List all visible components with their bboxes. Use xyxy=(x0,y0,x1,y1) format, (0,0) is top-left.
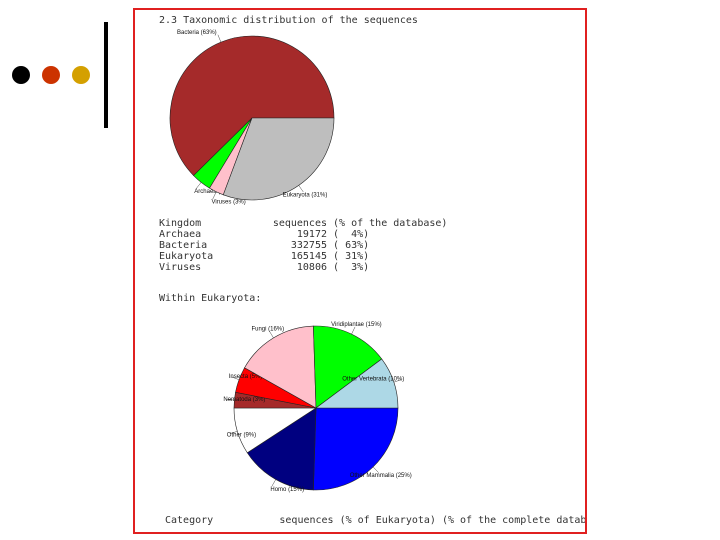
table-cell: 19172 xyxy=(296,229,327,240)
pie-slice xyxy=(222,117,335,201)
pie-slice xyxy=(169,35,335,176)
table-row: Eukaryota 165145 ( 31%) xyxy=(159,251,413,262)
pie-leader-line xyxy=(226,399,235,401)
pie-leader-line xyxy=(229,431,238,434)
pie-label: Other Mammalia (25%) xyxy=(350,473,412,479)
table-cell: ( 3%) xyxy=(333,262,370,273)
pie-leader-line xyxy=(372,466,379,473)
pie-slice xyxy=(313,325,383,409)
table-cell: Archaea xyxy=(159,229,202,240)
table-cell: 10806 xyxy=(296,262,327,273)
section-title: 2.3 Taxonomic distribution of the sequen… xyxy=(159,15,418,26)
bullet-dot-red xyxy=(42,66,60,84)
table-header: Kingdom sequences (% of the database) xyxy=(159,218,448,229)
table-cell: ( 63%) xyxy=(333,240,370,251)
table-header-cell: (% of the database) xyxy=(333,218,448,229)
pie-leader-line xyxy=(231,376,240,380)
pie-label: Other (9%) xyxy=(227,433,256,439)
pie-label: Viridiplantae (15%) xyxy=(331,322,382,328)
pie-leader-line xyxy=(196,182,202,189)
table-row: Archaea 19172 ( 4%) xyxy=(159,229,413,240)
table-cell: Bacteria xyxy=(159,240,208,251)
table-cell: 332755 xyxy=(290,240,327,251)
table-cell: Eukaryota xyxy=(159,251,214,262)
pie-label: Insecta (5%) xyxy=(229,374,263,380)
pie-slice xyxy=(246,407,317,491)
table-cell: ( 4%) xyxy=(333,229,370,240)
pie-label: Bacteria (63%) xyxy=(177,30,217,36)
pie-slice xyxy=(315,358,399,409)
table-header-cell: Kingdom xyxy=(159,218,202,229)
pie-label: Homo (15%) xyxy=(270,487,304,493)
pie-leader-line xyxy=(271,479,276,487)
pie-leader-line xyxy=(298,185,304,193)
table-header-cell: sequences xyxy=(272,218,327,229)
table-row: Bacteria 332755 ( 63%) xyxy=(159,240,413,251)
pie-leader-line xyxy=(217,34,222,43)
pie-label: Nematoda (3%) xyxy=(223,397,265,403)
pie-label: Viruses (3%) xyxy=(212,200,246,206)
bullet-dot-black xyxy=(12,66,30,84)
table-cell: 165145 xyxy=(290,251,327,262)
kingdom-table: Kingdom sequences (% of the database) Arc… xyxy=(159,218,448,273)
category-footer: Category sequences (% of Eukaryota) (% o… xyxy=(165,515,587,526)
pie-leader-line xyxy=(269,330,274,339)
pie-leader-line xyxy=(393,379,402,383)
pie-label: Archaea (4%) xyxy=(194,189,231,195)
table-cell: Viruses xyxy=(159,262,202,273)
pie-charts-svg: Bacteria (63%) Archaea (4%) Viruses (3%) Eu… xyxy=(169,30,412,493)
pie-chart-2: Other Mammalia (25%) Homo (15%) Other (9%)… xyxy=(223,322,411,493)
pie-label: Other Vertebrata (10%) xyxy=(342,377,404,383)
within-eukaryota-title: Within Eukaryota: xyxy=(159,293,262,304)
embedded-document-frame: 2.3 Taxonomic distribution of the sequen… xyxy=(133,8,587,534)
pie-chart-1: Bacteria (63%) Archaea (4%) Viruses (3%) Eu… xyxy=(169,30,335,206)
bullet-dot-yellow xyxy=(72,66,90,84)
pie-label: Eukaryota (31%) xyxy=(283,192,328,198)
pie-leader-line xyxy=(351,326,356,335)
vertical-divider xyxy=(104,22,108,128)
pie-label: Fungi (16%) xyxy=(251,327,284,333)
table-cell: ( 31%) xyxy=(333,251,370,262)
table-row: Viruses 10806 ( 3%) xyxy=(159,262,413,273)
pie-leader-line xyxy=(212,191,217,200)
